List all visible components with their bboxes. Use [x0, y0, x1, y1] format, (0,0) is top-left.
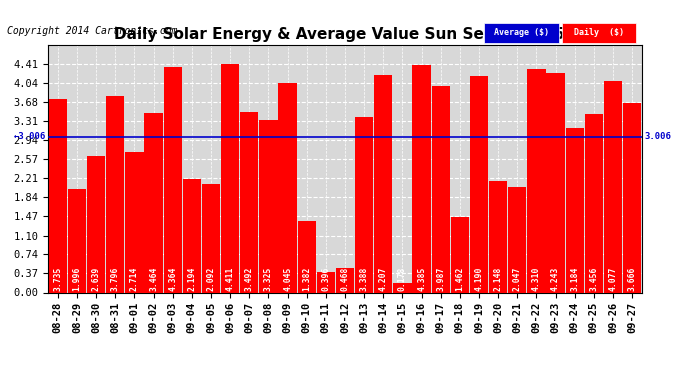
Text: Average ($): Average ($): [494, 28, 549, 37]
Text: 2.714: 2.714: [130, 267, 139, 291]
Text: 4.045: 4.045: [283, 267, 292, 291]
Bar: [584, 114, 603, 292]
Text: 3.006: 3.006: [644, 132, 671, 141]
Bar: [279, 83, 297, 292]
Bar: [374, 75, 393, 292]
Text: 4.364: 4.364: [168, 267, 177, 291]
Text: 3.464: 3.464: [149, 267, 158, 291]
Bar: [221, 64, 239, 292]
Text: 0.396: 0.396: [322, 267, 331, 291]
Bar: [393, 283, 411, 292]
Text: 3.987: 3.987: [436, 267, 445, 291]
Text: 1.996: 1.996: [72, 267, 81, 291]
Bar: [604, 81, 622, 292]
Bar: [183, 179, 201, 292]
Bar: [355, 117, 373, 292]
Text: 4.385: 4.385: [417, 267, 426, 291]
Text: 3.388: 3.388: [359, 267, 368, 291]
Text: ←3.006: ←3.006: [13, 132, 46, 141]
Text: 3.666: 3.666: [628, 267, 637, 291]
Text: 2.194: 2.194: [188, 267, 197, 291]
Title: Daily Solar Energy & Average Value Sun Sep 28 06:59: Daily Solar Energy & Average Value Sun S…: [115, 27, 575, 42]
Text: 4.077: 4.077: [609, 267, 618, 291]
Text: 1.382: 1.382: [302, 267, 311, 291]
Text: 3.735: 3.735: [53, 267, 62, 291]
Bar: [144, 113, 163, 292]
Bar: [164, 66, 182, 292]
Text: 3.184: 3.184: [570, 267, 579, 291]
Bar: [432, 86, 450, 292]
Bar: [451, 217, 469, 292]
Text: Daily  ($): Daily ($): [573, 28, 624, 37]
Bar: [509, 186, 526, 292]
Bar: [566, 128, 584, 292]
Text: 0.468: 0.468: [340, 267, 350, 291]
Text: 3.796: 3.796: [111, 267, 120, 291]
Text: 4.310: 4.310: [532, 267, 541, 291]
Text: 4.243: 4.243: [551, 267, 560, 291]
Bar: [623, 103, 641, 292]
Bar: [470, 75, 488, 292]
Bar: [484, 23, 559, 42]
Bar: [202, 184, 220, 292]
Text: 3.456: 3.456: [589, 267, 598, 291]
Text: 4.411: 4.411: [226, 267, 235, 291]
Bar: [317, 272, 335, 292]
Bar: [68, 189, 86, 292]
Text: Copyright 2014 Cartronics.com: Copyright 2014 Cartronics.com: [7, 26, 177, 36]
Text: 2.148: 2.148: [493, 267, 502, 291]
Bar: [106, 96, 124, 292]
Bar: [126, 152, 144, 292]
Text: 0.178: 0.178: [398, 267, 407, 291]
Bar: [562, 23, 635, 42]
Text: 4.190: 4.190: [475, 267, 484, 291]
Bar: [527, 69, 546, 292]
Bar: [336, 268, 354, 292]
Bar: [49, 99, 67, 292]
Text: 1.462: 1.462: [455, 267, 464, 291]
Text: 2.092: 2.092: [206, 267, 215, 291]
Text: 3.325: 3.325: [264, 267, 273, 291]
Bar: [259, 120, 277, 292]
Text: 3.492: 3.492: [245, 267, 254, 291]
Bar: [87, 156, 106, 292]
Bar: [240, 112, 258, 292]
Text: 2.047: 2.047: [513, 267, 522, 291]
Text: 4.207: 4.207: [379, 267, 388, 291]
Bar: [489, 181, 507, 292]
Text: 2.639: 2.639: [92, 267, 101, 291]
Bar: [546, 73, 564, 292]
Bar: [413, 66, 431, 292]
Bar: [297, 221, 316, 292]
